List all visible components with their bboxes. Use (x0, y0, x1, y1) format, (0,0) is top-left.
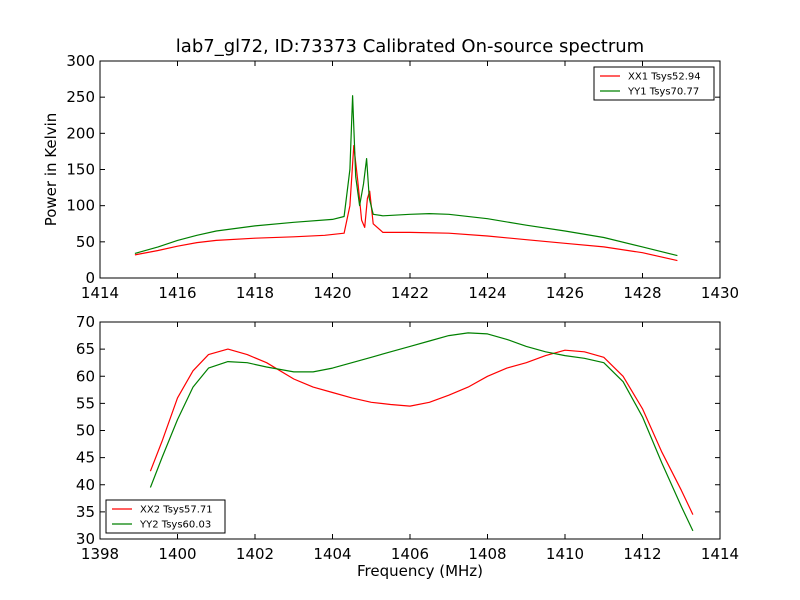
y-tick-label: 300 (66, 52, 95, 70)
x-tick-label: 1412 (623, 545, 661, 563)
bottom-panel: 1398 1400 1402 1404 1406 1408 1410 1412 1414 30 35… (76, 313, 739, 580)
x-axis-label: Frequency (MHz) (357, 562, 483, 580)
y-tick-label: 35 (76, 503, 95, 521)
x-tick-label: 1430 (701, 284, 739, 302)
legend-entry: XX1 Tsys52.94 (628, 72, 701, 83)
x-tick-label: 1408 (468, 545, 506, 563)
y-tick-label: 50 (76, 233, 95, 251)
x-tick-label: 1416 (158, 284, 196, 302)
y-tick-label: 100 (66, 197, 95, 215)
series-line-2 (149, 332, 694, 532)
y-tick-label: 50 (76, 422, 95, 440)
x-tick-label: 1398 (81, 545, 119, 563)
y-tick-label: 60 (76, 367, 95, 385)
x-tick-label: 1428 (623, 284, 661, 302)
x-tick-label: 1404 (313, 545, 351, 563)
x-tick-label: 1402 (236, 545, 274, 563)
legend-entry: YY2 Tsys60.03 (139, 520, 211, 531)
chart-title: lab7_gl72, ID:73373 Calibrated On-source… (176, 36, 644, 57)
legend-box (593, 66, 715, 101)
y-tick-label: 0 (85, 269, 95, 287)
legend: XX2 Tsys57.71 YY2 Tsys60.03 (105, 499, 226, 534)
top-panel: 1414 1416 1418 1420 1422 1424 1426 1428 1430 0 50 1… (42, 52, 739, 302)
x-tick-label: 1420 (313, 284, 351, 302)
x-tick-label: 1418 (236, 284, 274, 302)
y-tick-label: 30 (76, 530, 95, 548)
x-tick-label: 1400 (158, 545, 196, 563)
legend-entry: YY1 Tsys70.77 (627, 87, 699, 98)
x-tick-label: 1414 (81, 284, 119, 302)
x-tick-label: 1410 (546, 545, 584, 563)
x-tick-label: 1414 (701, 545, 739, 563)
y-tick-label: 65 (76, 340, 95, 358)
legend-entry: XX2 Tsys57.71 (140, 505, 213, 516)
y-tick-label: 70 (76, 313, 95, 331)
y-tick-label: 40 (76, 476, 95, 494)
y-tick-label: 45 (76, 449, 95, 467)
y-tick-label: 200 (66, 124, 95, 142)
series-line-1 (149, 348, 694, 515)
legend-box (105, 499, 226, 534)
x-tick-label: 1426 (546, 284, 584, 302)
series-line-1 (134, 145, 678, 262)
y-axis-label: Power in Kelvin (42, 113, 60, 227)
x-tick-label: 1422 (391, 284, 429, 302)
y-tick-label: 250 (66, 88, 95, 106)
y-tick-label: 150 (66, 161, 95, 179)
legend: XX1 Tsys52.94 YY1 Tsys70.77 (593, 66, 715, 101)
x-tick-label: 1424 (468, 284, 506, 302)
y-tick-label: 55 (76, 394, 95, 412)
series-line-2 (134, 95, 678, 257)
x-tick-label: 1406 (391, 545, 429, 563)
